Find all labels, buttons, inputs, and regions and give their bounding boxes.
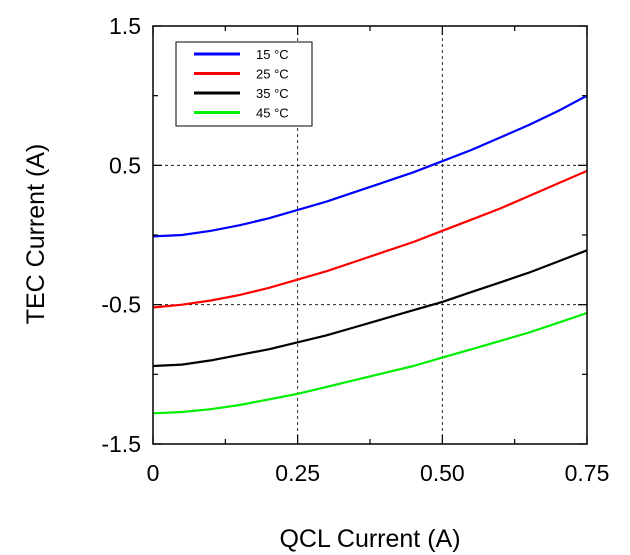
legend-label: 25 °C [256,67,289,82]
series-line-0 [152,94,588,238]
axis-ticks [152,25,588,445]
y-axis-title: TEC Current (A) [22,144,50,325]
legend-label: 45 °C [256,106,289,121]
y-tick-label: 1.5 [109,13,141,39]
y-tick-label: 0.5 [109,152,141,178]
legend-label: 15 °C [256,47,289,62]
y-tick-label: -1.5 [101,431,141,457]
x-tick-label: 0.50 [420,460,465,486]
y-tick-label: -0.5 [101,292,141,318]
series-line-2 [152,249,588,368]
x-tick-label: 0 [147,460,160,486]
series-lines [152,94,588,415]
series-line-3 [152,311,588,415]
legend: 15 °C 25 °C 35 °C 45 °C [175,41,313,127]
tick-labels: 0 0.25 0.50 0.75 -1.5 -0.5 0.5 1.5 [101,13,609,486]
grid-lines [153,26,587,444]
x-tick-label: 0.25 [275,460,320,486]
legend-label: 35 °C [256,86,289,101]
x-axis-title: QCL Current (A) [279,525,460,553]
x-tick-label: 0.75 [565,460,610,486]
series-line-1 [152,169,588,309]
